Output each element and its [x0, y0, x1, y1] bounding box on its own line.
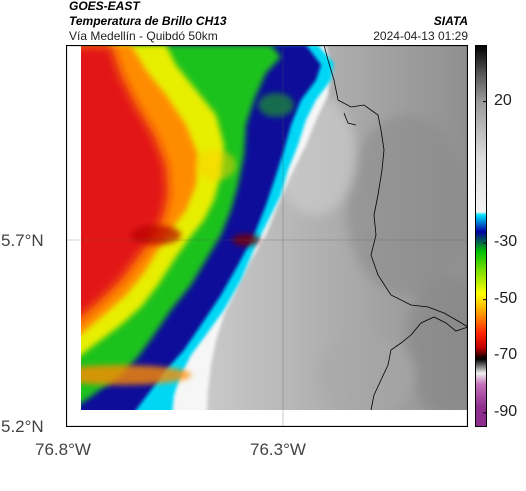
- product-title: Temperatura de Brillo CH13: [69, 14, 227, 28]
- left-blank-strip: [66, 45, 81, 427]
- colorbar-frame: [475, 45, 487, 427]
- satellite-title: GOES-EAST: [69, 0, 140, 13]
- agency-label: SIATA: [433, 14, 468, 28]
- lon-tick-label-76.3: 76.3°W: [250, 440, 306, 459]
- lat-tick-label-5.7: 5.7°N: [1, 231, 44, 250]
- colorbar-tick-label: -90: [494, 402, 518, 420]
- temperature-colorbar: [475, 45, 487, 427]
- lat-tick-label-5.2: 5.2°N: [1, 417, 44, 436]
- colorbar-tick-label: -30: [494, 233, 518, 251]
- border-line-east: [343, 112, 357, 126]
- colorbar-tick-label: 20: [494, 91, 512, 109]
- brightness-temperature-map: [66, 45, 468, 427]
- colorbar-tick-label: -70: [494, 346, 518, 364]
- colorbar-tick-label: -50: [494, 289, 518, 307]
- border-line-south: [370, 316, 468, 411]
- bottom-blank-strip: [66, 410, 468, 427]
- region-subtitle: Vía Medellín - Quibdó 50km: [69, 29, 218, 43]
- lon-tick-label-76.8: 76.8°W: [35, 440, 91, 459]
- cloud-red: [66, 45, 168, 330]
- map-frame: [66, 45, 468, 427]
- colorbar-fill: [475, 45, 487, 427]
- datetime-label: 2024-04-13 01:29: [373, 29, 468, 43]
- border-line: [323, 45, 468, 328]
